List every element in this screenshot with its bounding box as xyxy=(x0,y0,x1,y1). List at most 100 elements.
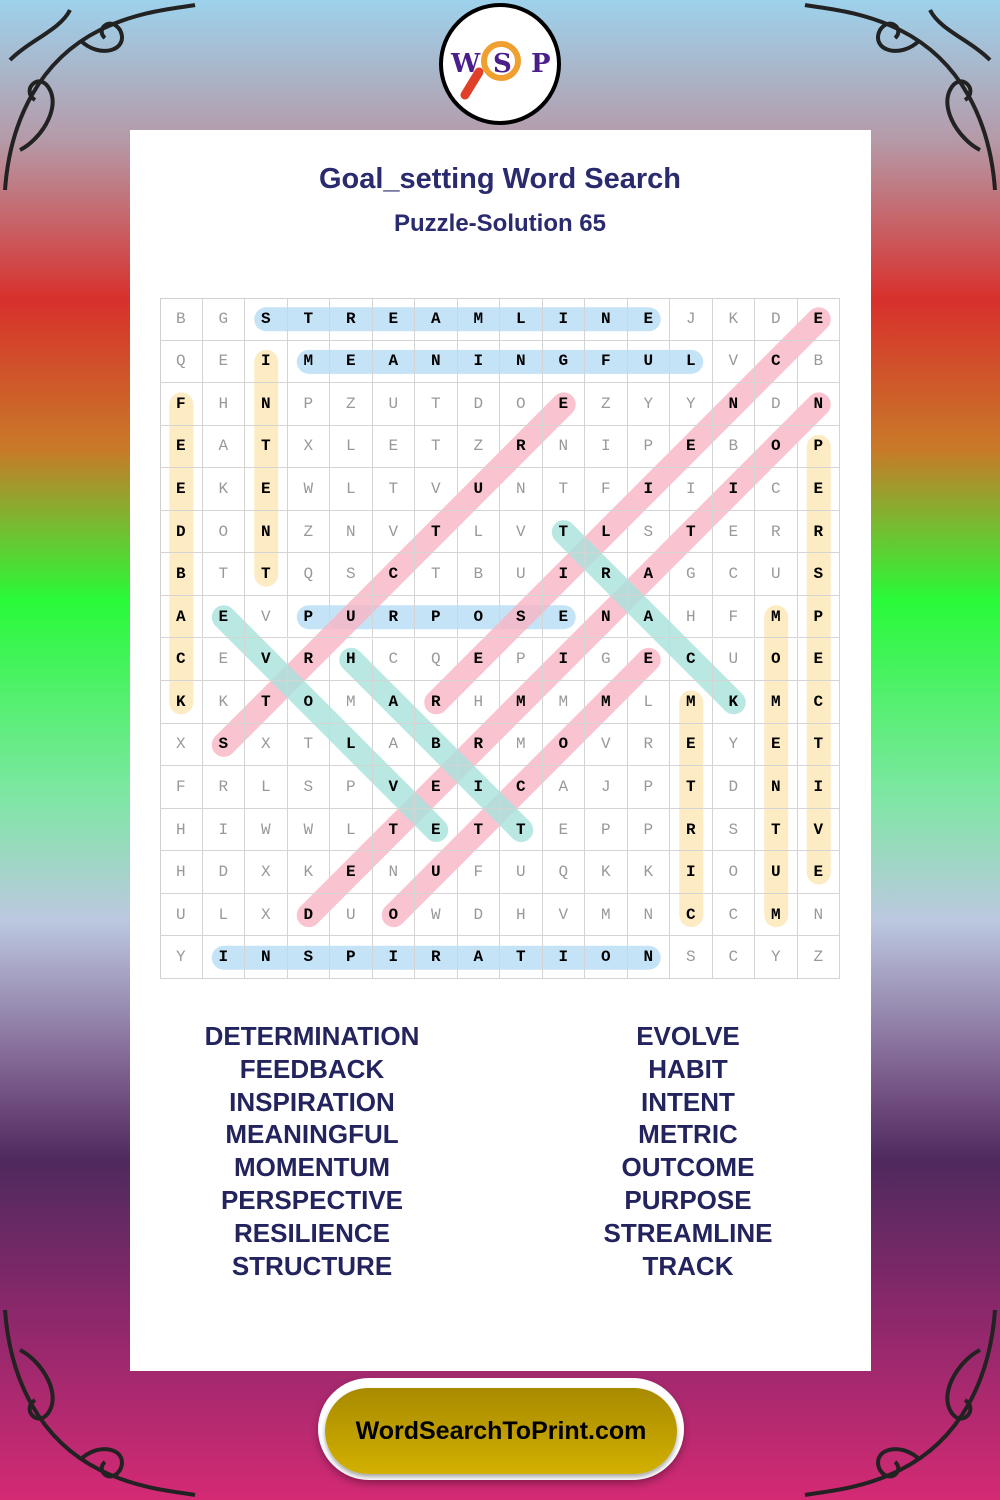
grid-cell: X xyxy=(245,851,288,894)
grid-cell: O xyxy=(585,936,628,979)
grid-cell: A xyxy=(627,553,670,596)
grid-cell: S xyxy=(500,595,543,639)
grid-cell: V xyxy=(372,766,415,809)
grid-cell: S xyxy=(712,808,755,852)
grid-cell: T xyxy=(670,510,713,554)
grid-cell: T xyxy=(415,553,458,596)
grid-cell: X xyxy=(160,723,203,767)
grid-cell: C xyxy=(372,553,415,596)
grid-cell: W xyxy=(287,808,330,852)
highlight-evolve xyxy=(211,605,449,843)
page-subtitle: Puzzle-Solution 65 xyxy=(393,210,606,237)
grid-cell: M xyxy=(542,681,585,724)
grid-cell: A xyxy=(415,298,458,341)
grid-cell: E xyxy=(372,425,415,469)
grid-cell: T xyxy=(500,936,543,979)
grid-cell: T xyxy=(542,468,585,511)
grid-cell: B xyxy=(712,425,755,469)
grid-cell: C xyxy=(712,553,755,596)
grid-cell: C xyxy=(755,468,798,511)
grid-cell: K xyxy=(627,851,670,894)
grid-cell: E xyxy=(202,638,245,682)
grid-cell: I xyxy=(797,766,840,809)
grid-cell: T xyxy=(372,808,415,852)
grid-cell: K xyxy=(712,681,755,724)
grid-cell: M xyxy=(755,893,798,937)
grid-cell: W xyxy=(415,893,458,937)
grid-cell: R xyxy=(457,723,500,767)
grid-cell: W xyxy=(245,808,288,852)
grid-cell: U xyxy=(372,383,415,426)
grid-cell: D xyxy=(287,893,330,937)
grid-cell: E xyxy=(797,468,840,511)
grid-cell: I xyxy=(202,808,245,852)
grid-cell: J xyxy=(585,766,628,809)
grid-cell: T xyxy=(245,425,288,469)
grid-cell: D xyxy=(457,893,500,937)
grid-cell: M xyxy=(585,893,628,937)
grid-cell: E xyxy=(542,383,585,426)
grid-cell: Z xyxy=(457,425,500,469)
grid-cell: D xyxy=(160,510,203,554)
grid-cell: N xyxy=(585,298,628,341)
grid-cell: A xyxy=(457,936,500,979)
grid-cell: I xyxy=(585,425,628,469)
grid-cell: R xyxy=(330,298,373,341)
grid-cell: Y xyxy=(160,936,203,979)
grid-cell: N xyxy=(542,425,585,469)
word-list-left: DETERMINATION FEEDBACK INSPIRATION MEANI… xyxy=(162,1020,462,1282)
word-item: FEEDBACK xyxy=(239,1053,385,1084)
grid-cell: Z xyxy=(797,936,840,979)
grid-cell: Q xyxy=(415,638,458,682)
grid-cell: S xyxy=(627,510,670,554)
grid-cell: E xyxy=(457,638,500,682)
grid-cell: O xyxy=(457,595,500,639)
word-item: METRIC xyxy=(638,1119,738,1150)
grid-cell: H xyxy=(330,638,373,682)
grid-cell: E xyxy=(415,766,458,809)
grid-cell: Z xyxy=(330,383,373,426)
word-item: INSPIRATION xyxy=(229,1086,395,1117)
page-title: Goal_setting Word Search xyxy=(318,163,682,195)
word-item: INTENT xyxy=(641,1086,735,1117)
grid-cell: S xyxy=(287,936,330,979)
word-item: EVOLVE xyxy=(636,1021,740,1051)
grid-cell: U xyxy=(712,638,755,682)
grid-cell: V xyxy=(585,723,628,767)
grid-cell: H xyxy=(457,681,500,724)
grid-cell: H xyxy=(202,383,245,426)
grid-cell: E xyxy=(160,468,203,511)
grid-cell: I xyxy=(542,936,585,979)
grid-cell: I xyxy=(670,468,713,511)
grid-cell: I xyxy=(712,468,755,511)
grid-cell: T xyxy=(287,298,330,341)
grid-cell: K xyxy=(585,851,628,894)
grid-cell: V xyxy=(797,808,840,852)
grid-cell: U xyxy=(755,851,798,894)
grid-cell: M xyxy=(500,723,543,767)
website-link-button[interactable]: WordSearchToPrint.com xyxy=(325,1388,677,1474)
grid-cell: U xyxy=(627,340,670,384)
grid-cell: L xyxy=(585,510,628,554)
grid-cell: E xyxy=(627,298,670,341)
grid-cell: C xyxy=(160,638,203,682)
grid-cell: U xyxy=(415,851,458,894)
grid-cell: O xyxy=(712,851,755,894)
grid-cell: A xyxy=(372,723,415,767)
grid-cell: A xyxy=(160,595,203,639)
grid-cell: E xyxy=(542,595,585,639)
grid-cell: O xyxy=(202,510,245,554)
grid-cell: P xyxy=(500,638,543,682)
grid-cell: I xyxy=(202,936,245,979)
grid-cell: I xyxy=(457,766,500,809)
grid-cell: Q xyxy=(542,851,585,894)
grid-cell: U xyxy=(500,851,543,894)
grid-cell: L xyxy=(627,681,670,724)
grid-cell: F xyxy=(585,468,628,511)
grid-cell: H xyxy=(670,595,713,639)
grid-cell: R xyxy=(202,766,245,809)
grid-cell: K xyxy=(712,298,755,341)
grid-cell: M xyxy=(755,681,798,724)
grid-cell: E xyxy=(797,298,840,341)
grid-cell: N xyxy=(712,383,755,426)
